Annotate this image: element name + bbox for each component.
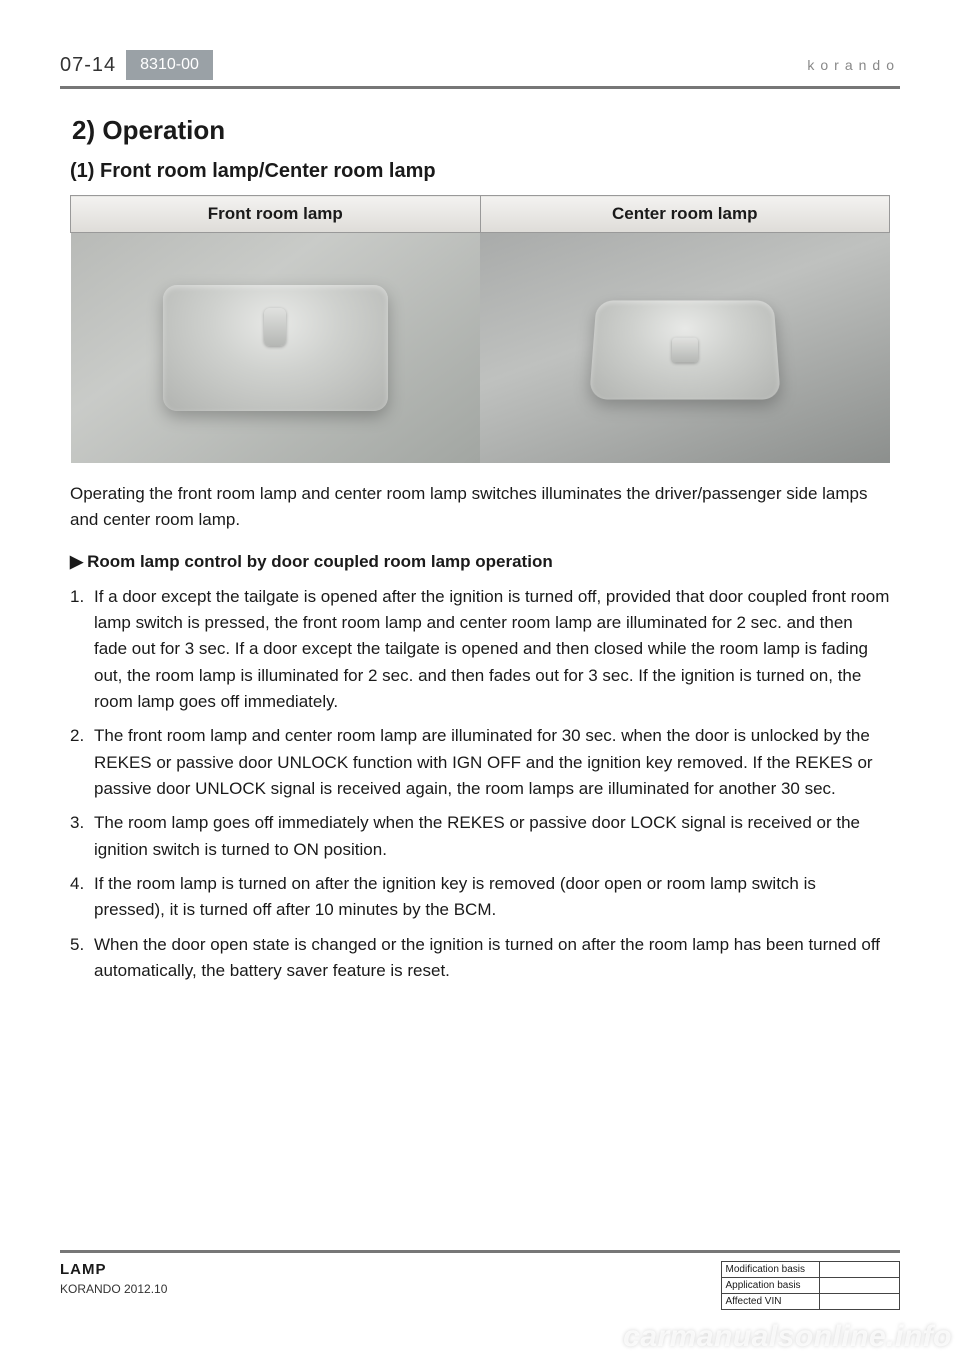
list-item: If a door except the tailgate is opened … xyxy=(70,584,890,716)
table-cell-front-image xyxy=(71,233,481,464)
brand-logo: korando xyxy=(807,57,900,73)
center-room-lamp-image xyxy=(480,233,890,463)
list-item: If the room lamp is turned on after the … xyxy=(70,871,890,924)
sub-heading-text: Room lamp control by door coupled room l… xyxy=(87,552,553,571)
table-header-center: Center room lamp xyxy=(480,196,890,233)
footer-divider xyxy=(60,1250,900,1253)
operation-list: If a door except the tailgate is opened … xyxy=(70,584,890,985)
footer-table-label: Affected VIN xyxy=(721,1294,819,1310)
footer-table-value xyxy=(820,1278,900,1294)
footer-table-label: Application basis xyxy=(721,1278,819,1294)
intro-paragraph: Operating the front room lamp and center… xyxy=(70,481,890,534)
section-code-badge: 8310-00 xyxy=(126,50,213,80)
page-header: 07-14 8310-00 korando xyxy=(60,50,900,80)
watermark-text: carmanualsonline.info xyxy=(623,1320,952,1354)
lamp-fixture-graphic xyxy=(163,285,388,412)
section-subtitle: (1) Front room lamp/Center room lamp xyxy=(70,160,890,183)
list-item: When the door open state is changed or t… xyxy=(70,932,890,985)
lamp-fixture-graphic xyxy=(589,301,781,400)
section-title: 2) Operation xyxy=(72,115,890,146)
footer-revision-table: Modification basis Application basis Aff… xyxy=(721,1261,900,1310)
lamp-switch-graphic xyxy=(672,338,698,363)
list-item: The room lamp goes off immediately when … xyxy=(70,810,890,863)
operation-sub-heading: ▶Room lamp control by door coupled room … xyxy=(70,552,890,572)
front-room-lamp-image xyxy=(71,233,481,463)
footer-table-value xyxy=(820,1294,900,1310)
list-item: The front room lamp and center room lamp… xyxy=(70,723,890,802)
table-cell-center-image xyxy=(480,233,890,464)
page-number: 07-14 xyxy=(60,54,116,77)
page-footer: LAMP KORANDO 2012.10 Modification basis … xyxy=(60,1250,900,1310)
triangle-marker-icon: ▶ xyxy=(70,552,83,571)
footer-model-date: KORANDO 2012.10 xyxy=(60,1282,167,1296)
footer-table-value xyxy=(820,1262,900,1278)
table-header-front: Front room lamp xyxy=(71,196,481,233)
footer-section-name: LAMP xyxy=(60,1261,167,1278)
lamp-switch-graphic xyxy=(264,308,286,346)
lamp-comparison-table: Front room lamp Center room lamp xyxy=(70,195,890,463)
header-divider xyxy=(60,86,900,89)
footer-table-label: Modification basis xyxy=(721,1262,819,1278)
